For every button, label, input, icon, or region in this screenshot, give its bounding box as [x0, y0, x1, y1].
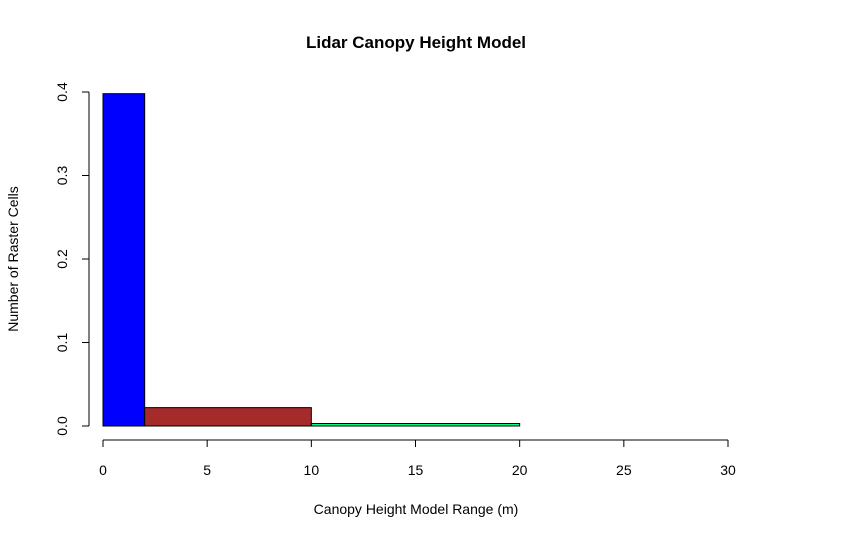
y-tick-label-1: 0.1 [54, 333, 70, 353]
x-tick-label-0: 0 [99, 462, 107, 478]
y-tick-label-0: 0.0 [54, 416, 70, 436]
x-tick-label-3: 15 [408, 462, 424, 478]
y-tick-label-2: 0.2 [54, 249, 70, 269]
y-tick-label-4: 0.4 [54, 82, 70, 102]
x-tick-label-2: 10 [304, 462, 320, 478]
x-tick-label-1: 5 [203, 462, 211, 478]
y-axis: 0.0 0.1 0.2 0.3 0.4 [54, 82, 90, 436]
histogram-bar-1 [144, 407, 312, 427]
x-tick-label-5: 25 [616, 462, 632, 478]
histogram-bar-0 [102, 93, 146, 427]
y-axis-label: Number of Raster Cells [5, 186, 21, 332]
x-tick-label-6: 30 [720, 462, 736, 478]
bars-group [102, 93, 521, 427]
histogram-bar-2 [310, 422, 521, 427]
x-axis-label: Canopy Height Model Range (m) [314, 501, 519, 517]
y-tick-label-3: 0.3 [54, 166, 70, 186]
x-tick-label-4: 20 [512, 462, 528, 478]
x-axis: 0 5 10 15 20 25 30 [99, 439, 736, 478]
chart-title: Lidar Canopy Height Model [306, 33, 526, 52]
